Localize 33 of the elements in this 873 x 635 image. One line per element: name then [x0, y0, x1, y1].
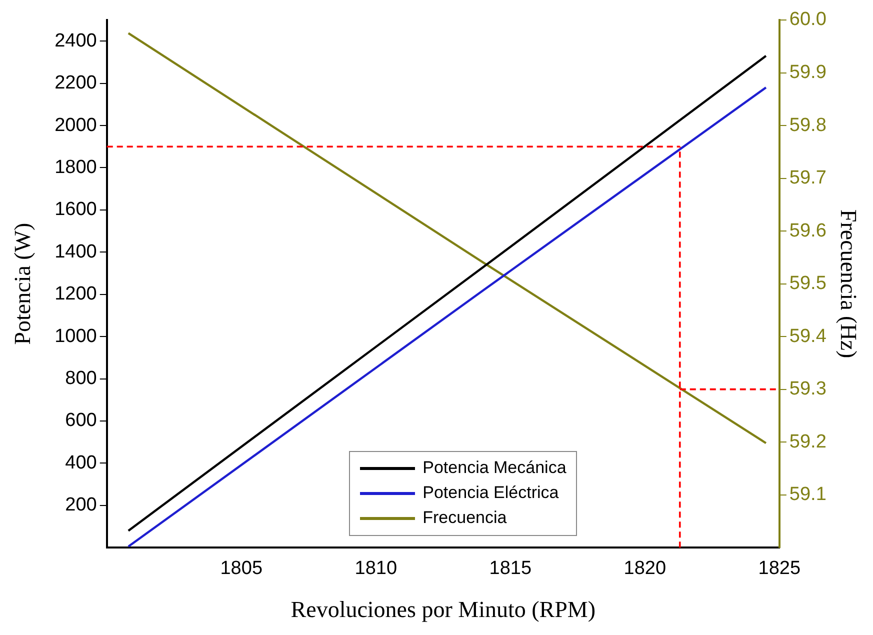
- legend-label: Frecuencia: [422, 508, 507, 528]
- y-tick-label: 2200: [54, 72, 97, 94]
- y2-tick-label: 59.4: [789, 326, 827, 347]
- y2-tick-label: 59.7: [789, 168, 826, 189]
- y-tick-label: 400: [65, 452, 97, 474]
- y-tick-label: 1800: [54, 156, 97, 178]
- x-tick-label: 1805: [220, 558, 263, 580]
- y2-tick-label: 59.9: [789, 62, 826, 83]
- y2-tick-label: 60.0: [789, 9, 826, 30]
- y-tick-label: 800: [65, 368, 97, 389]
- y-tick-label: 1400: [54, 241, 97, 262]
- x-axis-title: Revoluciones por Minuto (RPM): [290, 597, 596, 622]
- y2-tick-label: 59.8: [789, 114, 826, 136]
- y2-tick-label: 59.3: [789, 378, 826, 400]
- x-tick-label: 1810: [354, 558, 398, 580]
- x-tick-label: 1825: [758, 558, 801, 580]
- y-tick-label: 1200: [54, 284, 97, 305]
- y2-axis-title: Frecuencia (Hz): [836, 209, 862, 358]
- y2-tick-label: 59.2: [789, 431, 826, 452]
- y2-tick-label: 59.1: [789, 484, 826, 506]
- y-tick-label: 1600: [54, 199, 97, 220]
- y-axis-title: Potencia (W): [10, 222, 35, 345]
- legend-label: Potencia Mecánica: [422, 458, 566, 478]
- x-tick-label: 1820: [624, 558, 666, 580]
- y-tick-label: 2000: [54, 114, 97, 136]
- y2-tick-label: 59.6: [789, 220, 826, 242]
- y-tick-label: 600: [65, 410, 97, 432]
- y-tick-label: 2400: [54, 30, 97, 52]
- legend-label: Potencia Eléctrica: [422, 483, 559, 504]
- y-tick-label: 1000: [54, 326, 97, 347]
- y2-tick-label: 59.5: [789, 273, 826, 294]
- x-tick-label: 1815: [489, 558, 532, 580]
- y-tick-label: 200: [65, 494, 97, 516]
